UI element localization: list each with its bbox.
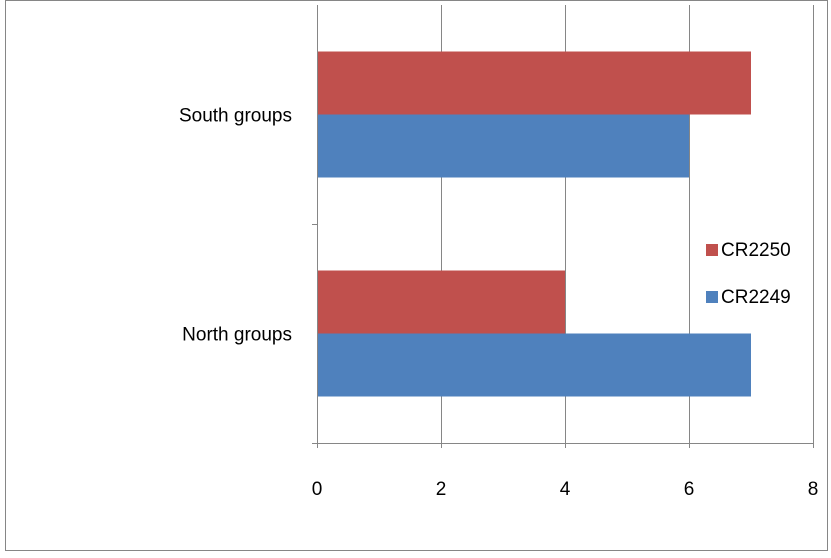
category-label-1: South groups	[179, 106, 292, 127]
legend: CR2250 CR2249	[706, 240, 791, 308]
bar-CR2249-0	[317, 333, 751, 397]
legend-swatch-CR2250	[706, 244, 718, 256]
bar-CR2250-0	[317, 270, 565, 334]
legend-label-CR2249: CR2249	[721, 287, 791, 308]
labels: North groups South groups 0 2 4 6 8	[179, 106, 818, 501]
legend-swatch-CR2249	[706, 291, 718, 303]
axes	[312, 5, 813, 448]
legend-label-CR2250: CR2250	[721, 240, 791, 261]
x-tick-label-4: 4	[560, 479, 571, 500]
x-tick-label-2: 2	[436, 479, 447, 500]
category-label-0: North groups	[182, 325, 292, 346]
x-tick-label-6: 6	[684, 479, 695, 500]
x-tick-label-8: 8	[808, 479, 819, 500]
bar-CR2250-1	[317, 51, 751, 115]
bars	[317, 51, 751, 397]
x-tick-label-0: 0	[312, 479, 323, 500]
bar-CR2249-1	[317, 114, 689, 178]
